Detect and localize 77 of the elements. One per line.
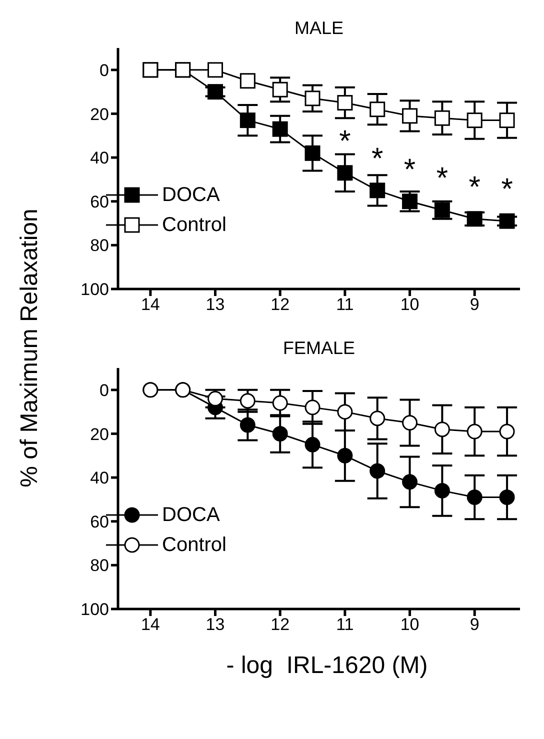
point (272, 82, 288, 98)
y-tick-label: 20 (90, 424, 109, 444)
point (499, 490, 515, 506)
x-tick-label: 11 (336, 615, 354, 634)
annotation: * (404, 153, 416, 186)
y-tick-label: 100 (80, 280, 109, 300)
point (402, 108, 418, 124)
x-tick-label: 14 (140, 295, 160, 314)
x-tick-label: 12 (270, 295, 290, 314)
x-tick-label: 14 (140, 615, 160, 634)
point (434, 110, 450, 126)
y-tick-label: 60 (90, 192, 109, 212)
point (370, 463, 386, 479)
x-tick-label: 13 (206, 295, 225, 314)
point (499, 213, 515, 229)
point (337, 95, 353, 111)
point (402, 415, 418, 431)
point (272, 426, 288, 442)
y-tick-label: 60 (90, 512, 109, 532)
point (240, 73, 256, 89)
point (466, 424, 482, 440)
point (304, 145, 320, 161)
y-tick-label: 80 (90, 556, 109, 576)
point (240, 393, 256, 409)
point (240, 417, 256, 433)
legend-label: DOCA (162, 184, 220, 206)
point (370, 182, 386, 198)
point (402, 474, 418, 490)
x-tick-label: 11 (336, 295, 354, 314)
legend-label: Control (162, 214, 226, 236)
point (466, 112, 482, 128)
point (337, 165, 353, 181)
legend-label: DOCA (162, 504, 220, 526)
point (304, 400, 320, 416)
y-axis-title: % of Maximum Relaxation (16, 208, 44, 488)
point (208, 62, 224, 78)
annotation: * (339, 124, 352, 158)
x-tick-label: 9 (470, 295, 480, 314)
chart-title: MALE (293, 18, 345, 39)
point (499, 112, 515, 128)
point (499, 424, 515, 440)
y-tick-label: 0 (100, 60, 109, 80)
point (272, 395, 288, 411)
point (466, 490, 482, 506)
annotation: * (468, 170, 481, 204)
x-tick-label: 9 (470, 615, 480, 634)
x-tick-label: 12 (270, 615, 290, 634)
point (304, 436, 320, 452)
point (272, 121, 288, 137)
x-tick-label: 10 (400, 295, 420, 314)
y-tick-label: 40 (90, 148, 109, 168)
y-tick-label: 80 (90, 236, 109, 256)
x-tick-label: 13 (206, 615, 225, 634)
y-tick-label: 0 (100, 380, 109, 400)
point (466, 211, 482, 227)
annotation: * (372, 142, 384, 176)
point (208, 84, 224, 100)
point (370, 102, 386, 118)
chart-title: FEMALE (282, 338, 356, 359)
point (240, 112, 256, 128)
legend-label: Control (162, 534, 226, 556)
x-tick-label: 10 (400, 615, 420, 634)
point (434, 482, 450, 498)
point (304, 90, 320, 106)
point (434, 202, 450, 218)
y-tick-label: 100 (80, 600, 109, 620)
annotation: * (436, 162, 448, 196)
point (208, 390, 224, 406)
annotation: * (501, 173, 514, 206)
point (337, 448, 353, 464)
y-tick-label: 20 (90, 104, 109, 124)
point (434, 422, 450, 438)
y-tick-label: 40 (90, 468, 109, 488)
point (370, 410, 386, 426)
x-axis-title: - log IRL-1620 (M) (225, 652, 429, 680)
point (402, 194, 418, 210)
point (337, 404, 353, 420)
